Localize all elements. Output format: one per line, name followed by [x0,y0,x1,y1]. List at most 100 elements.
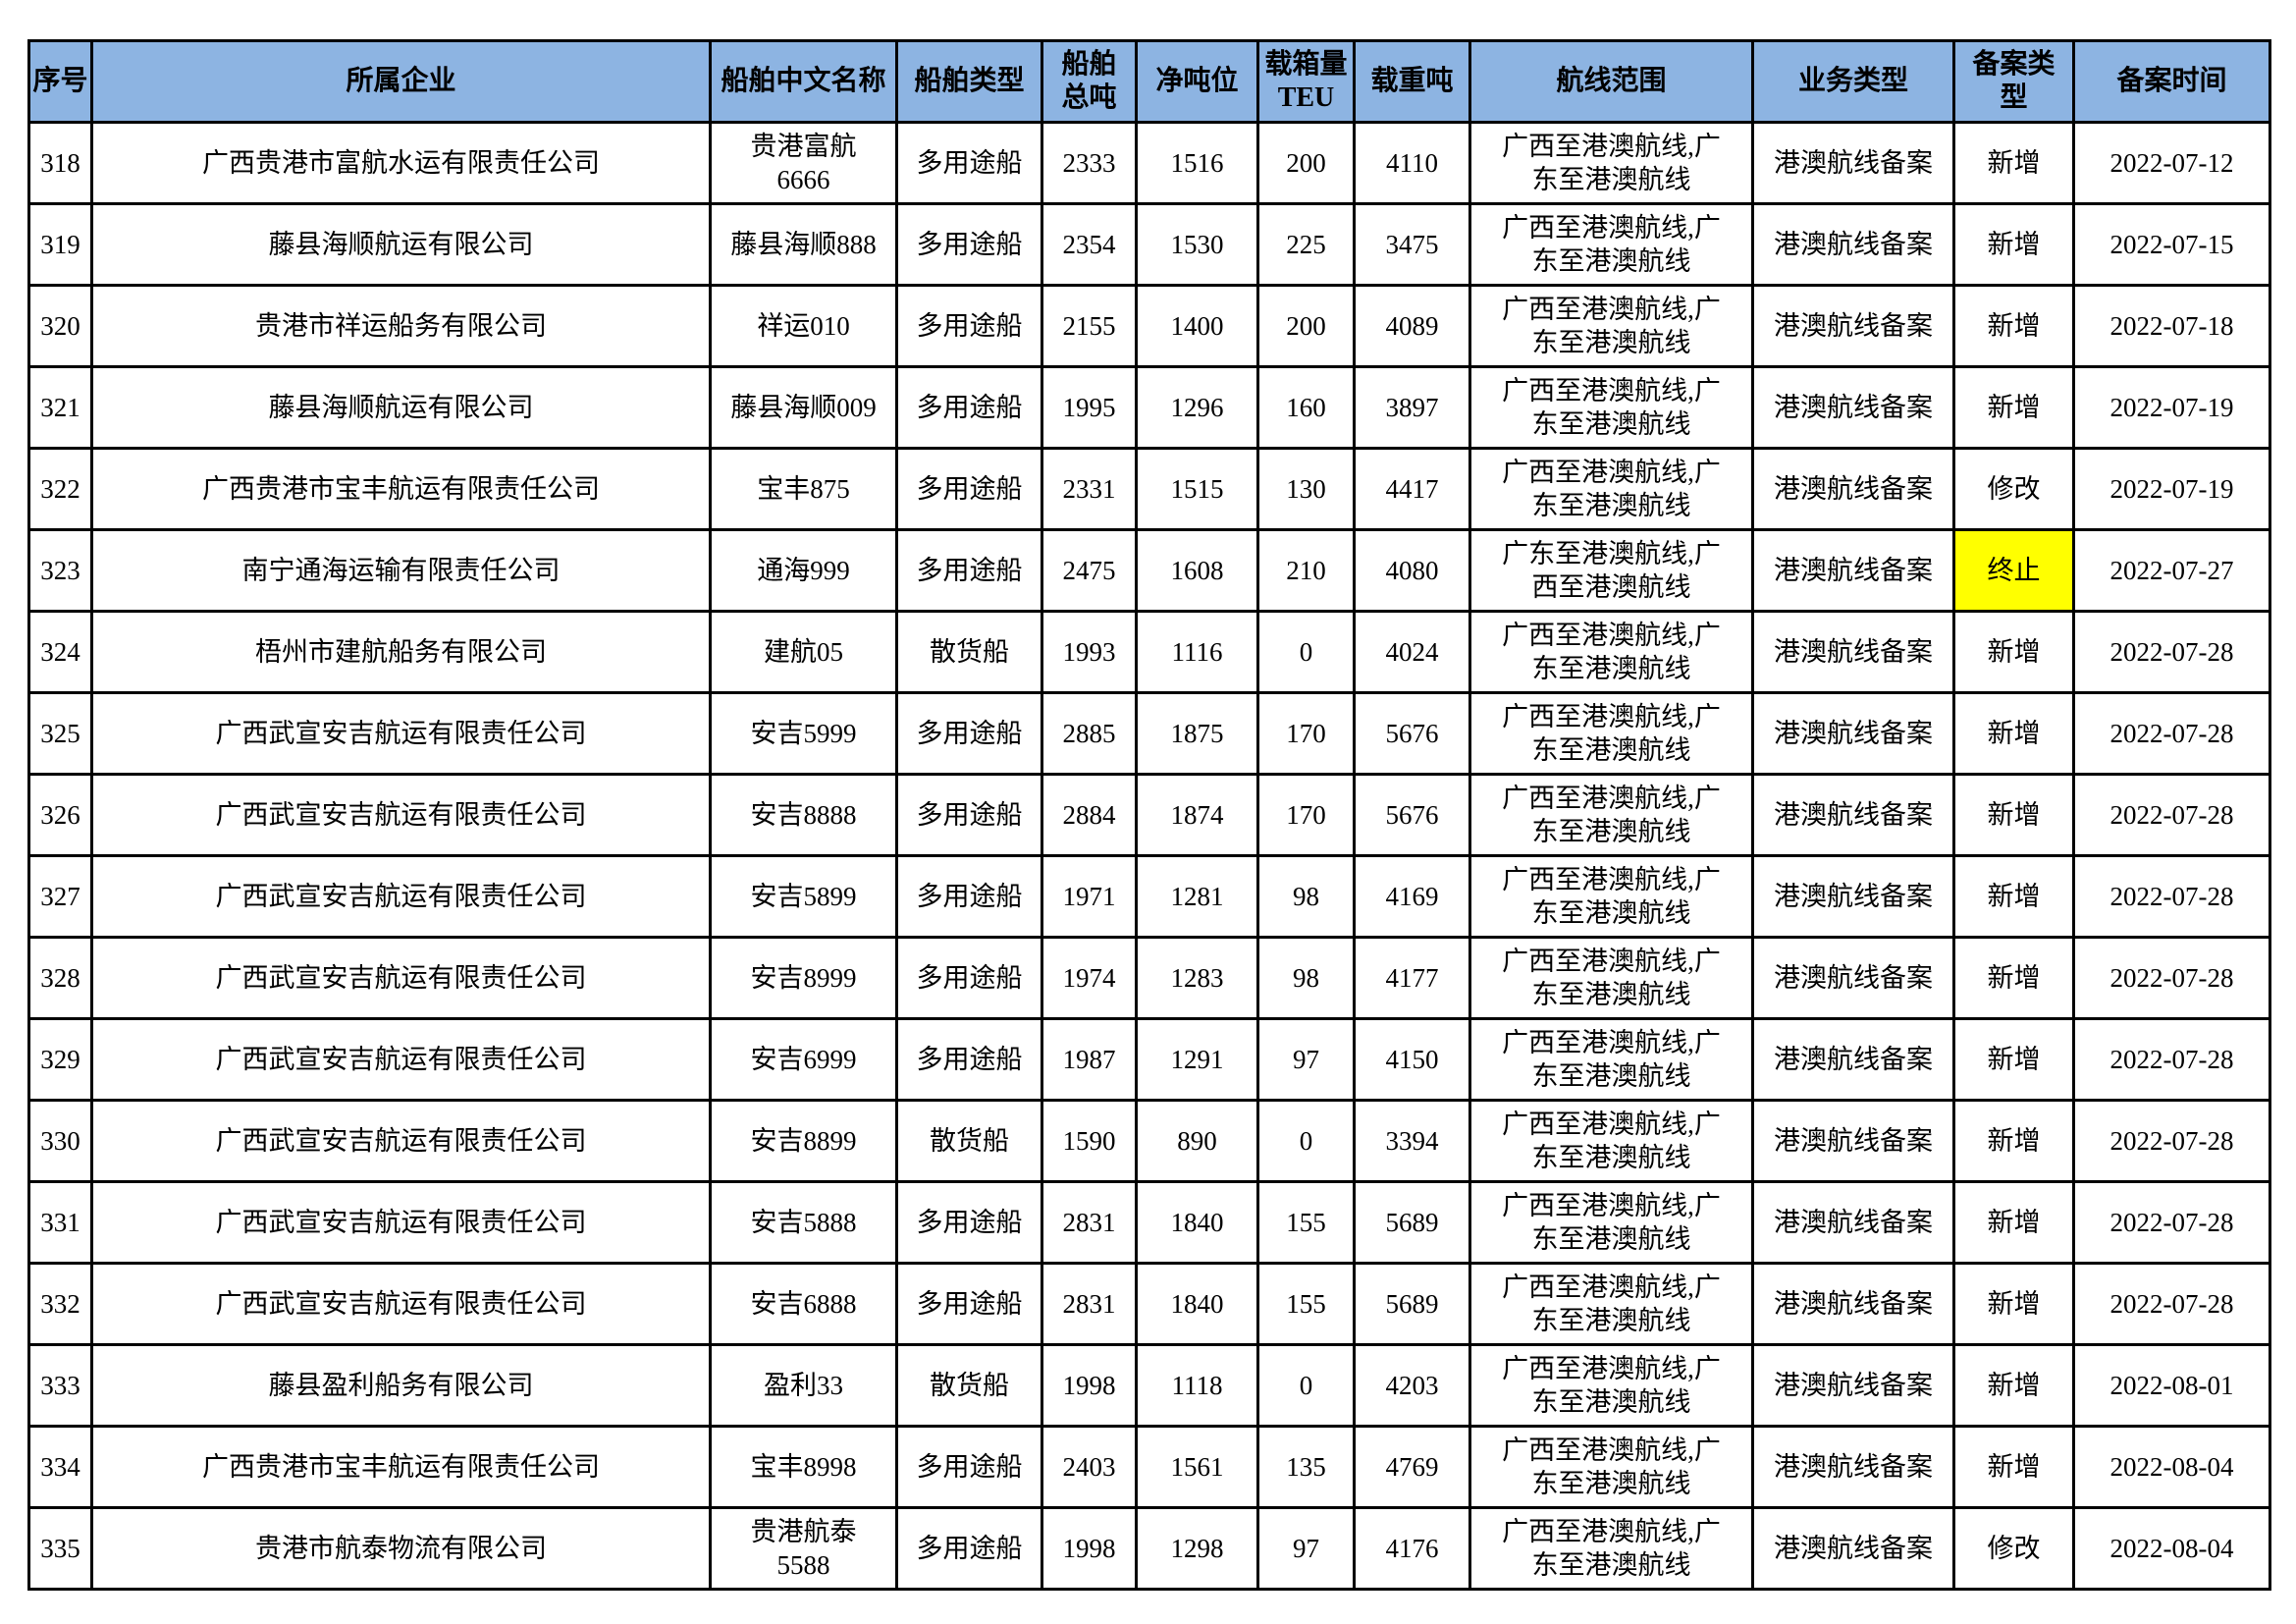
cell-gross_tonnage: 1993 [1041,610,1138,694]
cell-filing_date: 2022-07-15 [2072,202,2271,287]
cell-net_tonnage: 1516 [1135,121,1259,205]
cell-filing_date: 2022-07-28 [2072,854,2271,939]
cell-teu: 200 [1256,284,1356,368]
cell-net_tonnage: 1874 [1135,773,1259,857]
cell-ship_type: 多用途船 [895,854,1043,939]
cell-teu: 98 [1256,936,1356,1020]
table-row: 331 广西武宣安吉航运有限责任公司 安吉5888 多用途船 2831 1840 155 56… [27,1180,2271,1265]
cell-ship_name: 建航05 [709,610,898,694]
cell-dwt: 3475 [1353,202,1471,287]
table-row: 333 藤县盈利船务有限公司 盈利33 散货船 1998 1118 0 4203 广西至港澳航线… [27,1343,2271,1428]
cell-net_tonnage: 1875 [1135,691,1259,776]
cell-gross_tonnage: 2885 [1041,691,1138,776]
table-row: 335 贵港市航泰物流有限公司 贵港航泰 5588 多用途船 1998 1298 97 417… [27,1506,2271,1591]
column-header-dwt: 载重吨 [1353,39,1471,124]
table-row: 334 广西贵港市宝丰航运有限责任公司 宝丰8998 多用途船 2403 1561 135 4… [27,1425,2271,1509]
cell-filing_type: 新增 [1952,365,2075,450]
table-row: 318 广西贵港市富航水运有限责任公司 贵港富航 6666 多用途船 2333 1516 2… [27,121,2271,205]
cell-filing_type: 新增 [1952,854,2075,939]
cell-ship_type: 多用途船 [895,447,1043,531]
cell-gross_tonnage: 2403 [1041,1425,1138,1509]
cell-dwt: 5689 [1353,1180,1471,1265]
cell-ship_name: 安吉8999 [709,936,898,1020]
cell-seq: 319 [27,202,93,287]
table-row: 329 广西武宣安吉航运有限责任公司 安吉6999 多用途船 1987 1291 97 415… [27,1017,2271,1102]
cell-seq: 331 [27,1180,93,1265]
cell-route: 广西至港澳航线,广 东至港澳航线 [1468,121,1754,205]
cell-filing_date: 2022-07-27 [2072,528,2271,613]
cell-seq: 323 [27,528,93,613]
cell-teu: 170 [1256,691,1356,776]
cell-seq: 332 [27,1262,93,1346]
cell-teu: 0 [1256,1343,1356,1428]
cell-net_tonnage: 1561 [1135,1425,1259,1509]
cell-filing_date: 2022-07-18 [2072,284,2271,368]
cell-ship_type: 多用途船 [895,691,1043,776]
cell-net_tonnage: 1296 [1135,365,1259,450]
cell-filing_type: 修改 [1952,1506,2075,1591]
cell-route: 广西至港澳航线,广 东至港澳航线 [1468,1017,1754,1102]
cell-ship_type: 多用途船 [895,1425,1043,1509]
cell-dwt: 4203 [1353,1343,1471,1428]
cell-company: 广西武宣安吉航运有限责任公司 [90,1180,712,1265]
cell-business_type: 港澳航线备案 [1751,1180,1955,1265]
cell-route: 广西至港澳航线,广 东至港澳航线 [1468,936,1754,1020]
cell-ship_name: 宝丰875 [709,447,898,531]
cell-business_type: 港澳航线备案 [1751,447,1955,531]
column-header-seq: 序号 [27,39,93,124]
cell-ship_type: 散货船 [895,1343,1043,1428]
cell-gross_tonnage: 1590 [1041,1099,1138,1183]
cell-seq: 327 [27,854,93,939]
cell-filing_type: 新增 [1952,1262,2075,1346]
cell-filing_type: 新增 [1952,284,2075,368]
cell-dwt: 5676 [1353,773,1471,857]
table-row: 319 藤县海顺航运有限公司 藤县海顺888 多用途船 2354 1530 225 3475 广… [27,202,2271,287]
cell-net_tonnage: 1281 [1135,854,1259,939]
cell-gross_tonnage: 1971 [1041,854,1138,939]
cell-business_type: 港澳航线备案 [1751,1506,1955,1591]
cell-seq: 329 [27,1017,93,1102]
cell-company: 南宁通海运输有限责任公司 [90,528,712,613]
cell-gross_tonnage: 2831 [1041,1180,1138,1265]
cell-company: 贵港市祥运船务有限公司 [90,284,712,368]
cell-teu: 98 [1256,854,1356,939]
cell-company: 广西武宣安吉航运有限责任公司 [90,1262,712,1346]
cell-route: 广西至港澳航线,广 东至港澳航线 [1468,284,1754,368]
cell-dwt: 5676 [1353,691,1471,776]
cell-gross_tonnage: 2354 [1041,202,1138,287]
cell-dwt: 3394 [1353,1099,1471,1183]
cell-teu: 210 [1256,528,1356,613]
cell-net_tonnage: 1283 [1135,936,1259,1020]
cell-ship_type: 多用途船 [895,365,1043,450]
cell-filing_type: 新增 [1952,1099,2075,1183]
cell-route: 广西至港澳航线,广 东至港澳航线 [1468,1506,1754,1591]
cell-net_tonnage: 1118 [1135,1343,1259,1428]
cell-filing_type: 新增 [1952,1180,2075,1265]
cell-business_type: 港澳航线备案 [1751,202,1955,287]
cell-filing_type: 新增 [1952,610,2075,694]
cell-net_tonnage: 1530 [1135,202,1259,287]
cell-gross_tonnage: 2333 [1041,121,1138,205]
cell-dwt: 5689 [1353,1262,1471,1346]
cell-gross_tonnage: 1987 [1041,1017,1138,1102]
cell-ship_name: 安吉8888 [709,773,898,857]
cell-teu: 225 [1256,202,1356,287]
column-header-ship-type: 船舶类型 [895,39,1043,124]
table-row: 332 广西武宣安吉航运有限责任公司 安吉6888 多用途船 2831 1840 155 56… [27,1262,2271,1346]
cell-net_tonnage: 1840 [1135,1180,1259,1265]
cell-filing_type: 新增 [1952,773,2075,857]
cell-seq: 325 [27,691,93,776]
cell-teu: 155 [1256,1180,1356,1265]
cell-ship_name: 安吉6888 [709,1262,898,1346]
cell-company: 广西武宣安吉航运有限责任公司 [90,854,712,939]
table-row: 330 广西武宣安吉航运有限责任公司 安吉8899 散货船 1590 890 0 3394 广西… [27,1099,2271,1183]
cell-gross_tonnage: 1998 [1041,1343,1138,1428]
cell-gross_tonnage: 2884 [1041,773,1138,857]
cell-ship_type: 多用途船 [895,202,1043,287]
cell-teu: 135 [1256,1425,1356,1509]
cell-company: 广西贵港市宝丰航运有限责任公司 [90,1425,712,1509]
cell-dwt: 4177 [1353,936,1471,1020]
cell-ship_type: 多用途船 [895,121,1043,205]
vessel-filing-table: 序号 所属企业 船舶中文名称 船舶类型 船舶 总吨 净吨位 载箱量 TEU 载重… [27,39,2271,1591]
cell-teu: 0 [1256,1099,1356,1183]
